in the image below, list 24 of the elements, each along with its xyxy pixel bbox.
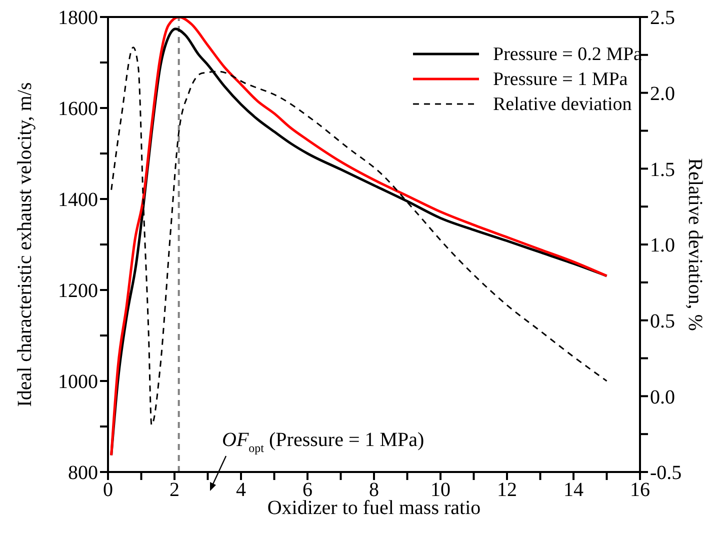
y-tick-label: 1000 (58, 371, 98, 394)
y-tick-label: 1400 (58, 189, 98, 212)
y-tick-label: 1800 (58, 7, 98, 30)
annotation: OF$_{opt}$ (Pressure = 1 MPa) (222, 429, 424, 455)
legend-label: Pressure = 1 MPa (493, 68, 628, 92)
y2-tick-label: 1.0 (650, 234, 675, 257)
y-tick-label: 1600 (58, 98, 98, 120)
y2-tick-label: 0.0 (650, 386, 675, 408)
y2-tick-label: 2.0 (650, 82, 675, 105)
y2-tick-label: 1.5 (650, 158, 675, 181)
y2-tick-label: 0.5 (650, 310, 675, 332)
y2-tick-label: -0.5 (650, 462, 682, 484)
x-tick-label: 16 (630, 479, 650, 502)
legend-label: Relative deviation (493, 93, 632, 117)
y2-axis-title: Relative deviation, % (684, 158, 706, 331)
x-tick-label: 2 (170, 479, 180, 502)
x-tick-label: 0 (103, 479, 113, 502)
x-tick-label: 12 (497, 479, 517, 502)
x-tick-label: 4 (236, 479, 246, 502)
y-axis-title: Ideal characteristic exhaust velocity, m/s (14, 82, 36, 407)
x-tick-label: 14 (564, 479, 584, 502)
y-tick-label: 1200 (58, 280, 98, 302)
y-tick-label: 800 (68, 462, 98, 484)
y2-tick-label: 2.5 (650, 7, 675, 30)
